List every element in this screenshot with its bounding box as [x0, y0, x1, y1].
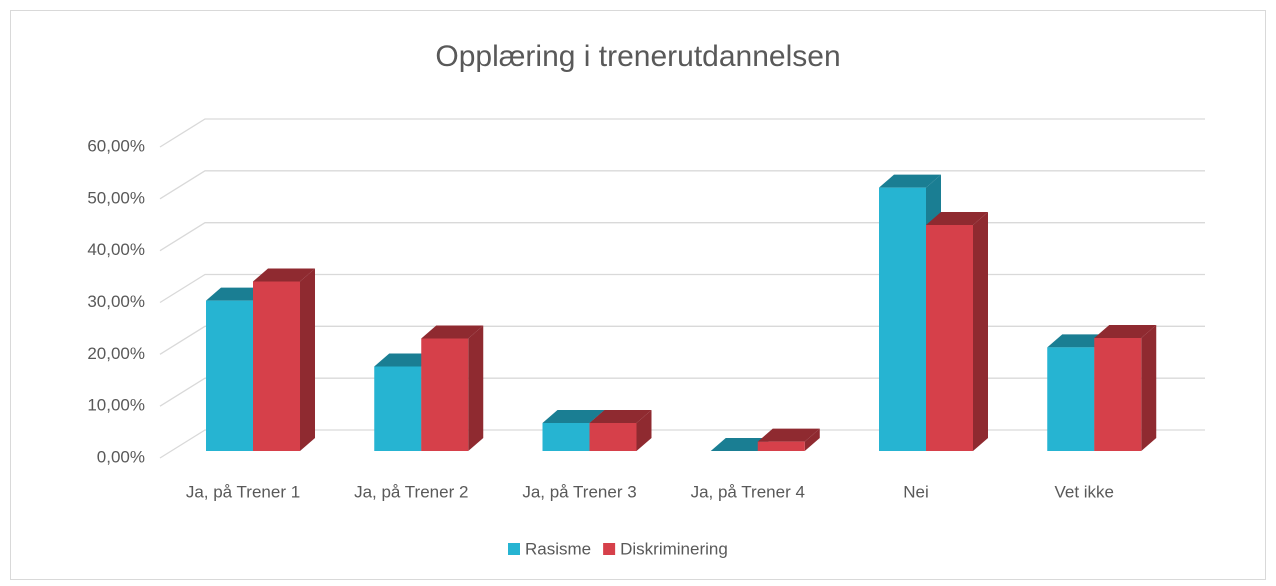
- x-tick-label: Ja, på Trener 3: [522, 482, 636, 501]
- bar-face: [1141, 325, 1157, 451]
- y-tick-label: 30,00%: [87, 292, 145, 311]
- x-tick-label: Vet ikke: [1054, 482, 1114, 501]
- y-tick-label: 0,00%: [97, 447, 145, 466]
- grid-line: [159, 429, 1205, 459]
- bar-face: [710, 438, 773, 451]
- bar-face: [206, 287, 268, 301]
- bar-face: [421, 338, 469, 451]
- bar-face: [421, 325, 484, 339]
- bar-face: [973, 212, 988, 451]
- bar-face: [253, 281, 300, 451]
- bar-face: [879, 187, 926, 452]
- bar: [710, 438, 773, 451]
- bar: [589, 410, 652, 451]
- legend-swatch: [603, 543, 616, 555]
- bar-face: [300, 268, 315, 451]
- grid-line: [159, 377, 1205, 407]
- y-tick-label: 40,00%: [87, 240, 145, 259]
- bar-face: [1047, 334, 1110, 348]
- grid-line: [159, 118, 1205, 148]
- bar: [253, 268, 315, 451]
- y-tick-label: 10,00%: [87, 396, 145, 415]
- bar: [926, 212, 988, 451]
- bar: [757, 428, 820, 451]
- grid-line: [159, 273, 1205, 304]
- bar-face: [1094, 325, 1157, 339]
- x-tick-label: Ja, på Trener 2: [354, 482, 468, 501]
- bar-face: [589, 423, 637, 451]
- y-tick-label: 50,00%: [87, 188, 145, 207]
- legend-label: Rasisme: [525, 539, 591, 558]
- bar-face: [542, 410, 605, 424]
- bar-face: [1094, 338, 1142, 451]
- grid-line: [159, 325, 1205, 355]
- grid-line: [159, 222, 1205, 252]
- legend-label: Diskriminering: [620, 539, 728, 558]
- bar-face: [757, 428, 820, 442]
- bar-face: [206, 300, 253, 451]
- y-tick-label: 20,00%: [87, 344, 145, 363]
- x-tick-label: Ja, på Trener 1: [186, 482, 300, 501]
- bar-face: [926, 212, 988, 226]
- bar-face: [374, 366, 422, 451]
- bar-face: [926, 225, 973, 451]
- legend-swatch: [508, 543, 520, 555]
- bar-face: [253, 268, 315, 282]
- bar-face: [879, 174, 941, 188]
- bar: [1094, 325, 1157, 451]
- bar-face: [589, 410, 652, 424]
- x-tick-label: Ja, på Trener 4: [691, 482, 805, 501]
- bar-face: [542, 423, 590, 451]
- bar-face: [636, 410, 652, 451]
- bar-face: [757, 441, 805, 451]
- bar-face: [1047, 347, 1095, 451]
- bar-face: [468, 325, 484, 451]
- x-tick-label: Nei: [903, 482, 929, 501]
- grid-line: [159, 170, 1205, 200]
- y-tick-label: 60,00%: [87, 136, 145, 155]
- bar: [421, 325, 484, 451]
- bar-face: [804, 428, 820, 451]
- bar-face: [374, 353, 437, 367]
- chart-title: Opplæring i trenerutdannelsen: [435, 40, 840, 73]
